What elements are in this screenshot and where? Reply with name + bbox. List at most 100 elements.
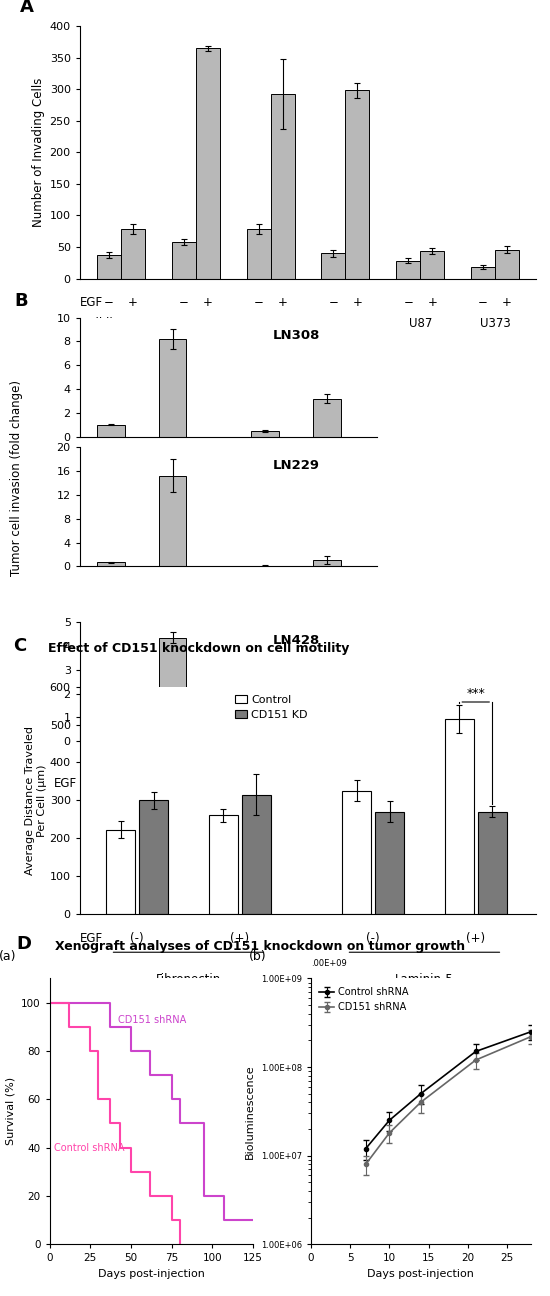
Text: Cell line: Cell line bbox=[80, 316, 127, 329]
Text: LN827: LN827 bbox=[102, 316, 140, 329]
Text: C: C bbox=[14, 638, 27, 656]
Text: EGF: EGF bbox=[80, 297, 103, 310]
Text: (-): (-) bbox=[366, 932, 380, 945]
Text: −: − bbox=[254, 297, 263, 310]
Text: EGF: EGF bbox=[53, 778, 76, 791]
Text: (-): (-) bbox=[130, 932, 144, 945]
Control shRNA bbox=[116, 1139, 123, 1155]
Bar bbox=[139, 800, 168, 914]
Text: (+): (+) bbox=[466, 932, 485, 945]
X-axis label: Days post-injection: Days post-injection bbox=[98, 1269, 205, 1279]
Text: A: A bbox=[20, 0, 34, 16]
Text: LN428: LN428 bbox=[273, 634, 320, 647]
Text: +: + bbox=[128, 297, 138, 310]
Y-axis label: Number of Invading Cells: Number of Invading Cells bbox=[32, 78, 46, 227]
Text: −: − bbox=[261, 757, 270, 770]
Text: CD151 shRNA: CD151 shRNA bbox=[118, 1015, 186, 1025]
Control shRNA bbox=[66, 1019, 73, 1034]
Text: Tumor cell invasion (fold change): Tumor cell invasion (fold change) bbox=[10, 380, 23, 575]
Text: +: + bbox=[322, 757, 332, 770]
CD151 shRNA bbox=[107, 1019, 113, 1034]
Bar bbox=[314, 560, 341, 566]
Text: Fibronectin: Fibronectin bbox=[156, 972, 221, 986]
Control shRNA bbox=[107, 1116, 113, 1131]
Text: +: + bbox=[502, 297, 512, 310]
Text: U373: U373 bbox=[480, 316, 510, 329]
CD151 shRNA bbox=[168, 1091, 175, 1107]
Bar bbox=[158, 476, 186, 566]
Bar bbox=[495, 250, 519, 279]
Bar bbox=[345, 91, 370, 279]
Bar bbox=[172, 242, 196, 279]
Control shRNA bbox=[95, 1091, 102, 1107]
Text: Control shRNA: Control shRNA bbox=[54, 1143, 125, 1152]
Text: +: + bbox=[203, 297, 213, 310]
Text: LN229: LN229 bbox=[273, 459, 320, 472]
CD151 shRNA bbox=[201, 1188, 207, 1204]
Text: −: − bbox=[179, 297, 189, 310]
Line: CD151 shRNA: CD151 shRNA bbox=[50, 1003, 253, 1220]
Bar bbox=[242, 794, 271, 914]
Text: .00E+09: .00E+09 bbox=[311, 959, 346, 968]
Bar bbox=[314, 399, 341, 437]
Bar bbox=[420, 251, 444, 279]
Control shRNA bbox=[168, 1212, 175, 1227]
Bar bbox=[246, 229, 271, 279]
Control shRNA bbox=[46, 995, 53, 1011]
Text: +: + bbox=[168, 757, 178, 770]
Bar bbox=[314, 706, 341, 741]
Text: −: − bbox=[328, 297, 338, 310]
Bar bbox=[445, 719, 474, 914]
Text: (+): (+) bbox=[230, 932, 249, 945]
Bar bbox=[158, 638, 186, 741]
Bar bbox=[251, 726, 279, 741]
Bar bbox=[97, 562, 125, 566]
Text: LN428: LN428 bbox=[177, 316, 214, 329]
Text: B: B bbox=[14, 293, 28, 310]
Bar bbox=[158, 340, 186, 437]
CD151 shRNA bbox=[250, 1212, 256, 1227]
Bar bbox=[471, 267, 495, 279]
Control shRNA bbox=[128, 1164, 134, 1179]
CD151 shRNA bbox=[128, 1043, 134, 1059]
Bar bbox=[121, 229, 145, 279]
Text: Effect of CD151 knockdown on cell motility: Effect of CD151 knockdown on cell motili… bbox=[48, 642, 349, 656]
Text: −: − bbox=[104, 297, 114, 310]
Bar bbox=[97, 255, 121, 279]
Text: +: + bbox=[278, 297, 288, 310]
Text: LN308: LN308 bbox=[273, 329, 320, 342]
Y-axis label: Average Distance Traveled
Per Cell (μm): Average Distance Traveled Per Cell (μm) bbox=[25, 726, 47, 875]
Bar bbox=[271, 95, 295, 279]
Bar bbox=[397, 260, 420, 279]
Text: (b): (b) bbox=[249, 950, 267, 963]
X-axis label: Days post-injection: Days post-injection bbox=[367, 1269, 474, 1279]
Legend: Control, CD151 KD: Control, CD151 KD bbox=[235, 695, 307, 721]
Text: Xenograft analyses of CD151 knockdown on tumor growth: Xenograft analyses of CD151 knockdown on… bbox=[55, 940, 465, 953]
Text: U87: U87 bbox=[409, 316, 432, 329]
Y-axis label: Survival (%): Survival (%) bbox=[6, 1077, 15, 1146]
Control shRNA bbox=[147, 1188, 154, 1204]
Text: −: − bbox=[106, 757, 116, 770]
Bar bbox=[196, 48, 219, 279]
Bar bbox=[97, 425, 125, 437]
Bar bbox=[106, 829, 135, 914]
Text: Control: Control bbox=[120, 778, 163, 791]
Text: −: − bbox=[403, 297, 413, 310]
CD151 shRNA bbox=[177, 1116, 183, 1131]
CD151 shRNA bbox=[87, 995, 94, 1011]
Text: LN308: LN308 bbox=[252, 316, 289, 329]
CD151 shRNA bbox=[46, 995, 53, 1011]
Control shRNA bbox=[87, 1043, 94, 1059]
Legend: Control shRNA, CD151 shRNA: Control shRNA, CD151 shRNA bbox=[316, 984, 412, 1016]
Text: D: D bbox=[16, 934, 31, 953]
Bar bbox=[375, 811, 404, 914]
Text: ***: *** bbox=[466, 687, 485, 700]
Bar bbox=[251, 430, 279, 437]
CD151 shRNA bbox=[147, 1068, 154, 1083]
Bar bbox=[321, 254, 345, 279]
Line: Control shRNA: Control shRNA bbox=[50, 1003, 180, 1244]
Bar bbox=[209, 815, 238, 914]
Bar bbox=[342, 791, 371, 914]
Text: −: − bbox=[478, 297, 488, 310]
Y-axis label: Bioluminescence: Bioluminescence bbox=[245, 1064, 255, 1159]
